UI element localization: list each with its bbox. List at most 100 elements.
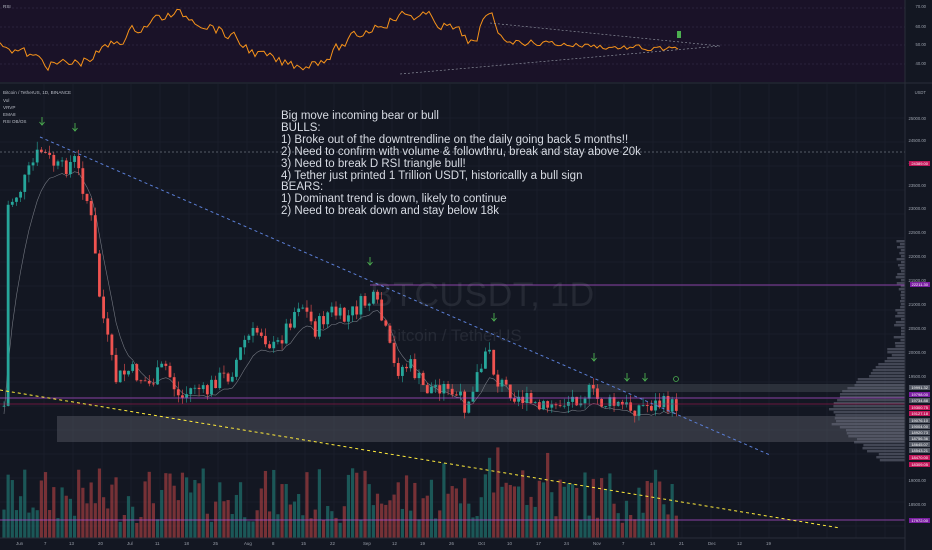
profile-bar	[884, 360, 905, 363]
profile-bar	[901, 327, 905, 330]
time-axis-label: 12	[392, 541, 397, 546]
price-tag: 19734.88	[909, 398, 930, 403]
volume-bar	[483, 474, 487, 538]
candle-body	[181, 395, 184, 398]
support-trend-line	[0, 389, 841, 529]
volume-bar	[31, 507, 35, 538]
candle-body	[496, 374, 500, 387]
candle-body	[342, 307, 346, 322]
volume-bar	[259, 488, 263, 538]
time-axis-label: Sep	[363, 541, 371, 546]
candle-body	[554, 404, 558, 406]
profile-bar	[895, 321, 905, 324]
profile-bar	[891, 354, 905, 357]
candle-body	[500, 379, 504, 387]
price-axis-label: 20000.00	[908, 350, 926, 355]
volume-bar	[409, 510, 413, 538]
volume-bar	[209, 521, 214, 538]
candle-body	[641, 404, 645, 406]
price-axis-label: 24500.00	[908, 138, 926, 143]
candle-body	[388, 325, 392, 343]
volume-bar	[342, 506, 346, 538]
volume-bar	[81, 487, 85, 538]
profile-bar	[901, 318, 905, 321]
candle-body	[326, 312, 330, 325]
candle-body	[537, 402, 541, 410]
volume-bar	[454, 488, 458, 538]
volume-bar	[666, 514, 670, 538]
candle-body	[89, 200, 93, 216]
volume-bar	[521, 470, 525, 538]
candle-body	[226, 373, 230, 382]
rsi-pane-label[interactable]: RSI	[3, 4, 11, 9]
volume-bar	[351, 468, 355, 538]
indicator-ema8[interactable]: EMA8	[3, 112, 16, 117]
volume-bar	[230, 514, 234, 538]
profile-bar	[901, 330, 905, 333]
profile-bar	[901, 297, 905, 300]
candle-body	[459, 391, 462, 396]
candle-body	[654, 400, 657, 411]
volume-bar	[172, 485, 176, 538]
profile-bar	[854, 441, 905, 444]
candle-body	[471, 391, 475, 402]
rsi-line	[0, 8, 679, 72]
candle-body	[284, 323, 288, 344]
profile-bar	[867, 450, 905, 453]
volume-bar	[97, 468, 102, 538]
volume-bar	[27, 512, 31, 538]
note-line: 1) Broke out of the downtrendline on the…	[281, 133, 629, 146]
candle-body	[612, 397, 616, 406]
profile-bar	[870, 372, 905, 375]
profile-bar	[901, 255, 905, 258]
volume-bar	[496, 447, 500, 538]
volume-bar	[288, 504, 292, 538]
volume-bar	[197, 483, 201, 538]
candle-body	[450, 388, 454, 395]
volume-bar	[583, 472, 587, 538]
indicator-vol[interactable]: Vol	[3, 98, 10, 103]
volume-bar	[463, 478, 467, 538]
rsi-triangle	[399, 22, 721, 75]
volume-bar	[309, 518, 313, 538]
volume-bar	[508, 484, 512, 538]
time-axis-label: 11	[155, 541, 160, 546]
candle-body	[210, 379, 213, 395]
candle-body	[571, 396, 574, 402]
price-tag: 22211.30	[909, 282, 930, 287]
volume-bar	[413, 482, 417, 538]
candle-body	[147, 380, 151, 384]
volume-bar	[562, 486, 566, 538]
volume-bar	[500, 486, 504, 538]
volume-bar	[297, 494, 301, 538]
candle-body	[164, 363, 168, 366]
volume-bar	[541, 482, 546, 538]
candle-body	[633, 410, 637, 416]
profile-bar	[901, 333, 905, 336]
indicator-vrvp[interactable]: VRVP	[3, 105, 16, 110]
indicator-rsi-obos[interactable]: RSI OB/OS	[3, 119, 27, 124]
candle-body	[454, 394, 458, 396]
price-tag: 19076.10	[909, 418, 930, 423]
candle-body	[160, 363, 164, 368]
volume-bars	[2, 447, 678, 538]
candle-body	[230, 376, 234, 382]
candle-body	[517, 396, 520, 402]
candle-body	[102, 296, 105, 319]
volume-bar	[14, 510, 19, 538]
candle-body	[542, 401, 545, 410]
candle-body	[363, 296, 367, 306]
candle-body	[48, 152, 52, 155]
down-arrow-icon	[491, 313, 497, 322]
candle-body	[367, 303, 371, 306]
volume-bar	[392, 494, 396, 538]
volume-bar	[131, 506, 135, 538]
symbol-title[interactable]: Bitcoin / TetherUS, 1D, BINANCE	[3, 90, 72, 95]
time-axis-label: 22	[330, 541, 335, 546]
note-line: 3) Need to break D RSI triangle bull!	[281, 157, 466, 170]
candle-body	[85, 193, 89, 201]
candle-body	[318, 316, 321, 337]
candle-body	[396, 363, 400, 376]
profile-bar	[872, 369, 905, 372]
